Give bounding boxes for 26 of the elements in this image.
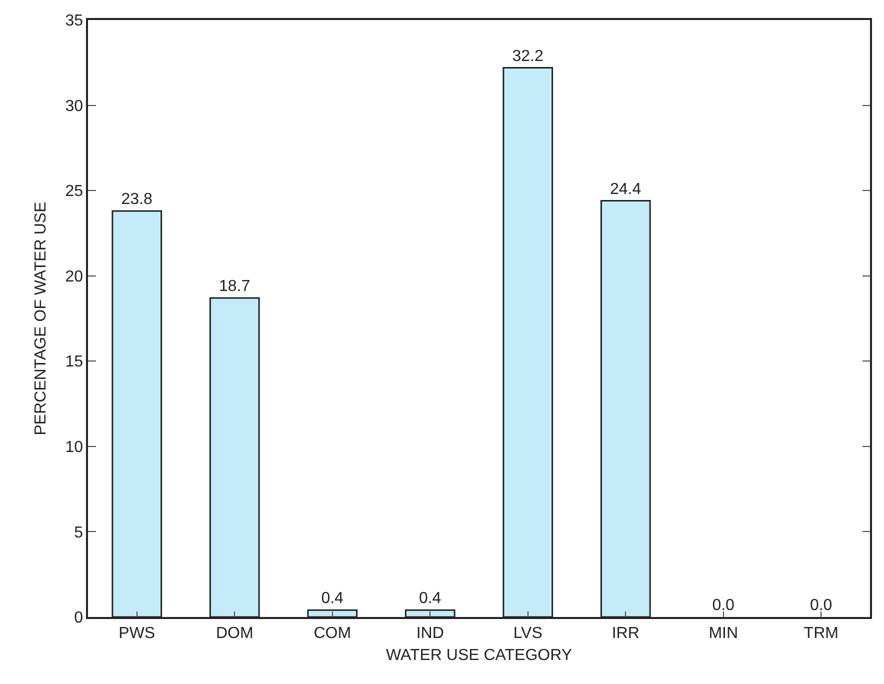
y-axis-title: PERCENTAGE OF WATER USE: [32, 202, 50, 436]
data-label: 0.4: [418, 590, 442, 608]
data-label: 0.4: [321, 590, 344, 608]
y-tick-label: 10: [65, 439, 84, 456]
x-tick-label: IND: [416, 624, 444, 642]
x-tick-label: COM: [314, 624, 352, 642]
x-tick-label: PWS: [118, 624, 156, 642]
y-tick-label: 35: [65, 12, 84, 30]
data-label: 0.0: [712, 597, 735, 614]
y-tick-label: 30: [65, 98, 84, 115]
y-tick-label: 25: [65, 183, 84, 200]
data-label: 23.8: [121, 191, 152, 208]
y-tick-label: 20: [65, 268, 84, 286]
y-tick-label: 0: [74, 610, 84, 627]
data-label: 32.2: [512, 48, 544, 65]
data-label: 0.0: [810, 597, 832, 614]
x-tick-label: MIN: [708, 624, 738, 642]
x-tick-label: LVS: [513, 624, 542, 642]
y-tick-label: 5: [74, 524, 84, 542]
x-axis-title: WATER USE CATEGORY: [386, 647, 572, 664]
x-tick-label: TRM: [804, 624, 838, 642]
data-label: 24.4: [610, 180, 642, 198]
y-tick-label: 15: [65, 354, 84, 371]
data-label: 18.7: [219, 278, 250, 296]
x-tick-label: DOM: [216, 624, 254, 642]
x-tick-label: IRR: [612, 624, 640, 642]
